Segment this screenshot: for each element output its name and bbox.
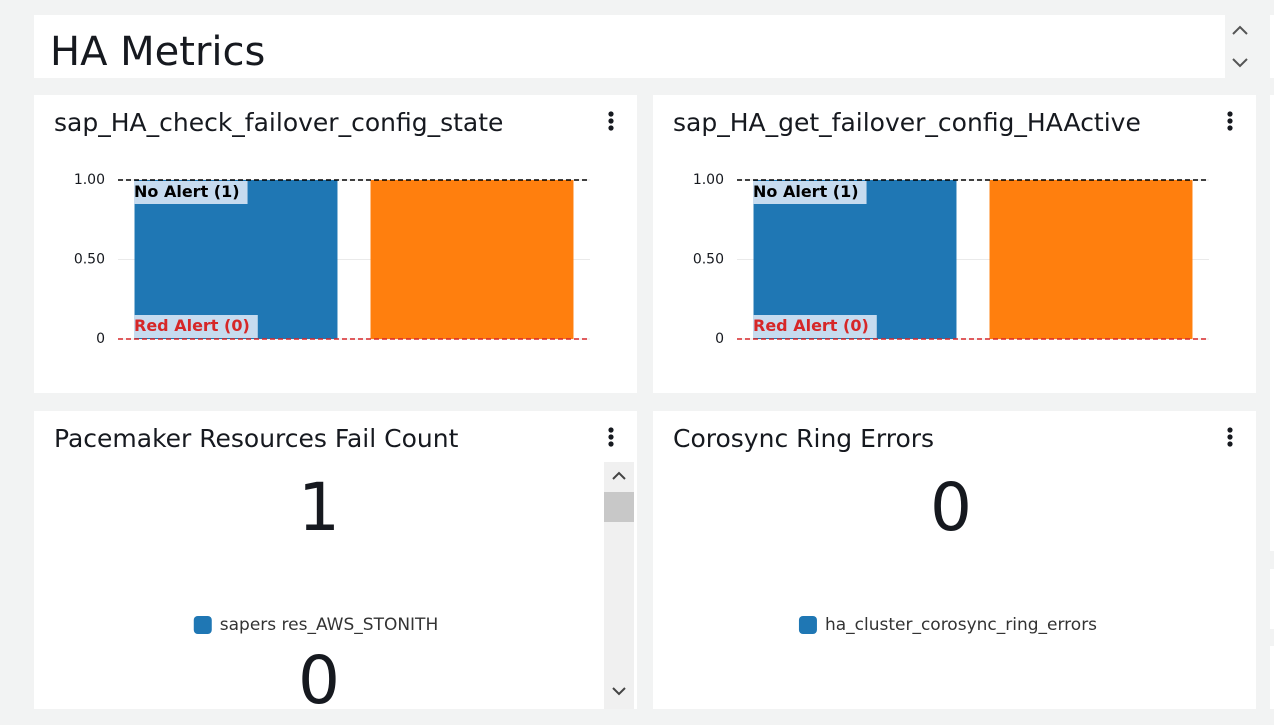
panel-title: Corosync Ring Errors	[673, 424, 934, 453]
scroll-down[interactable]	[1232, 58, 1248, 68]
widget-content: 1 sapers res_AWS_STONITH 0	[193, 469, 438, 719]
scroll-up[interactable]	[612, 471, 626, 480]
scroll-down[interactable]	[612, 687, 626, 696]
metric-value: 0	[930, 469, 972, 546]
menu-dot	[608, 434, 614, 440]
edge-panel	[1270, 95, 1274, 551]
y-tick-label: 1.00	[74, 172, 105, 188]
y-tick-label: 0.50	[693, 252, 724, 268]
edge-panel	[1270, 646, 1274, 709]
threshold-label-bg	[753, 315, 877, 338]
bar	[753, 180, 957, 339]
panel	[653, 411, 1256, 709]
y-tick-label: 0	[715, 331, 724, 347]
threshold-label-bg	[134, 181, 248, 204]
panel-menu[interactable]	[608, 111, 614, 131]
edge-panel	[1270, 15, 1274, 78]
panel-title: sap_HA_check_failover_config_state	[54, 108, 503, 137]
menu-dot	[1227, 111, 1233, 117]
legend-label: ha_cluster_corosync_ring_errors	[825, 615, 1097, 635]
y-tick-label: 0	[96, 331, 105, 347]
menu-dot	[608, 125, 614, 131]
bar	[370, 180, 574, 339]
panel	[34, 411, 637, 709]
edge-panel	[1270, 569, 1274, 629]
threshold-label: Red Alert (0)	[753, 316, 869, 335]
panel-menu[interactable]	[608, 427, 614, 447]
menu-dot	[1227, 118, 1233, 124]
menu-dot	[608, 427, 614, 433]
panel-menu[interactable]	[1227, 111, 1233, 131]
threshold-label-bg	[753, 181, 867, 204]
threshold-label: Red Alert (0)	[134, 316, 250, 335]
menu-dot	[608, 118, 614, 124]
menu-dot	[608, 441, 614, 447]
panel-title: Pacemaker Resources Fail Count	[54, 424, 459, 453]
legend-swatch	[193, 616, 212, 634]
menu-dot	[1227, 441, 1233, 447]
menu-dot	[608, 111, 614, 117]
metric-value: 1	[298, 469, 340, 546]
menu-dot	[1227, 125, 1233, 131]
metric-value: 0	[298, 642, 340, 719]
threshold-label-bg	[134, 315, 258, 338]
menu-dot	[1227, 434, 1233, 440]
menu-dot	[1227, 427, 1233, 433]
widget-content: 0 ha_cluster_corosync_ring_errors	[798, 469, 1097, 635]
dashboard-title: HA Metrics	[50, 29, 265, 75]
bar	[134, 180, 338, 339]
legend-label: sapers res_AWS_STONITH	[220, 615, 438, 635]
scroll-up[interactable]	[1232, 25, 1248, 35]
threshold-label: No Alert (1)	[134, 182, 240, 201]
y-tick-label: 0.50	[74, 252, 105, 268]
y-tick-label: 1.00	[693, 172, 724, 188]
header-panel	[34, 15, 1225, 78]
threshold-label: No Alert (1)	[753, 182, 859, 201]
scrollbar-thumb	[604, 492, 634, 522]
panel-title: sap_HA_get_failover_config_HAActive	[673, 108, 1141, 137]
panel-menu[interactable]	[1227, 427, 1233, 447]
legend-swatch	[798, 616, 817, 634]
bar	[989, 180, 1193, 339]
